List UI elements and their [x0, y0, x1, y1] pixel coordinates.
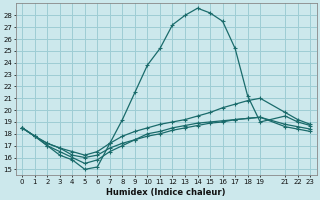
X-axis label: Humidex (Indice chaleur): Humidex (Indice chaleur)	[107, 188, 226, 197]
